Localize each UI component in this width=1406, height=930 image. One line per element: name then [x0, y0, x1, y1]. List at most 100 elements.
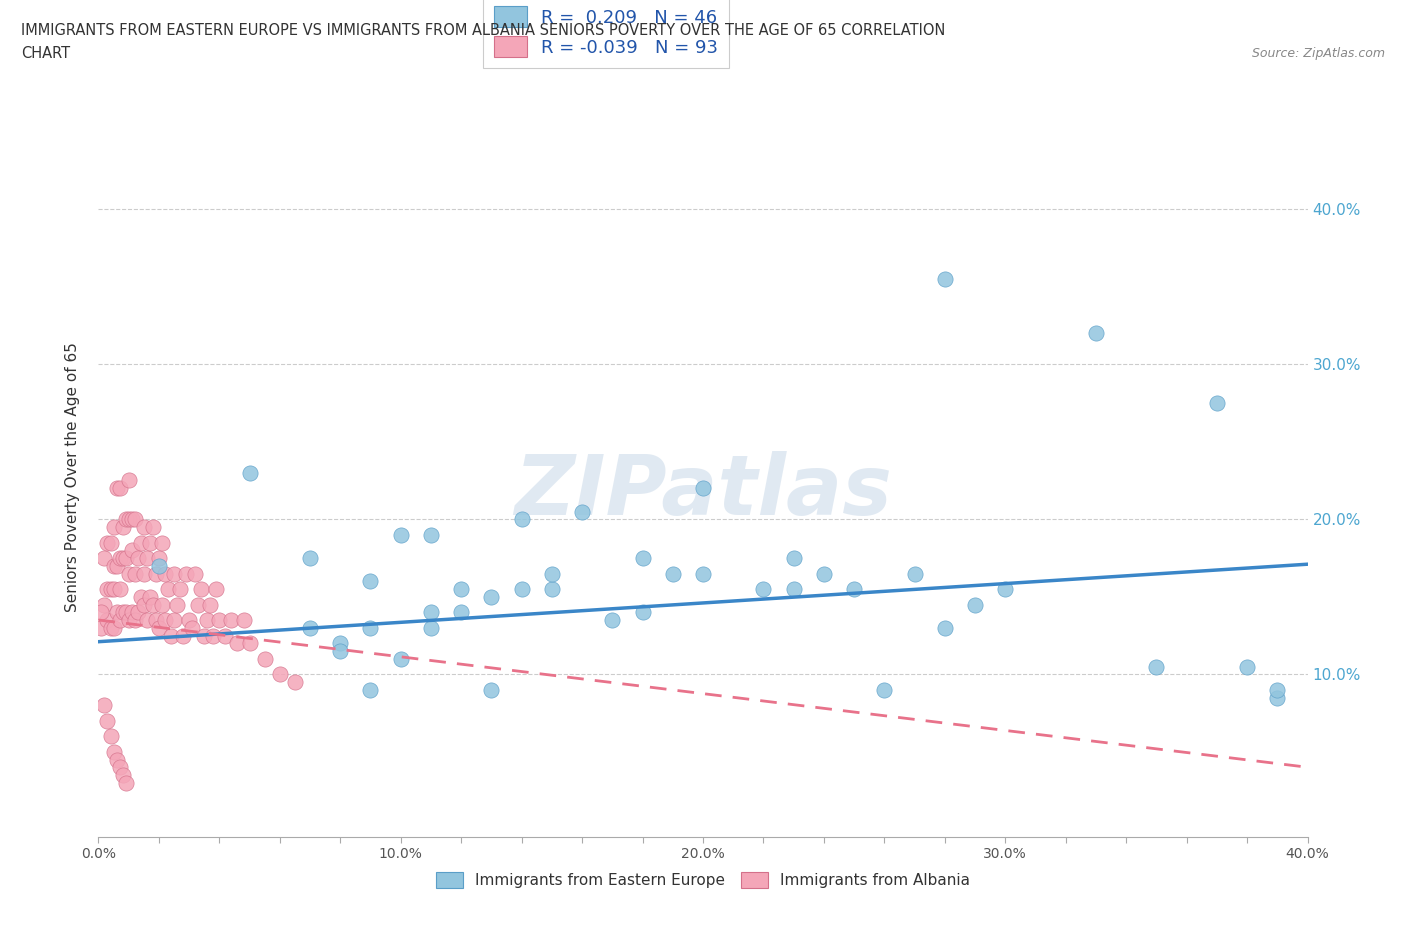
Point [752, 581, 775, 596]
Point [481, 683, 503, 698]
Point [100, 581, 122, 596]
Point [108, 581, 131, 596]
Point [904, 566, 927, 581]
Point [160, 628, 183, 643]
Point [934, 272, 956, 286]
Point [148, 551, 170, 565]
Point [813, 566, 835, 581]
Point [142, 520, 165, 535]
Point [118, 473, 141, 488]
Point [100, 729, 122, 744]
Text: CHART: CHART [21, 46, 70, 61]
Point [844, 581, 866, 596]
Point [631, 604, 654, 619]
Point [166, 597, 188, 612]
Point [661, 566, 683, 581]
Point [1267, 683, 1289, 698]
Point [153, 613, 176, 628]
Point [510, 512, 533, 526]
Point [221, 613, 243, 628]
Point [1144, 659, 1167, 674]
Text: Source: ZipAtlas.com: Source: ZipAtlas.com [1251, 46, 1385, 60]
Point [174, 566, 197, 581]
Point [114, 776, 136, 790]
Point [179, 613, 201, 628]
Point [118, 566, 141, 581]
Point [783, 581, 806, 596]
Point [132, 520, 155, 535]
Point [96, 613, 118, 628]
Point [96, 581, 118, 596]
Point [994, 581, 1017, 596]
Point [692, 481, 714, 496]
Point [239, 636, 262, 651]
Y-axis label: Seniors Poverty Over the Age of 65: Seniors Poverty Over the Age of 65 [65, 341, 80, 612]
Point [139, 535, 162, 550]
Text: ZIPatlas: ZIPatlas [515, 450, 891, 532]
Point [118, 512, 141, 526]
Point [108, 613, 131, 628]
Point [214, 628, 236, 643]
Point [360, 620, 382, 635]
Point [108, 551, 131, 565]
Point [1267, 690, 1289, 705]
Point [108, 760, 131, 775]
Point [93, 597, 115, 612]
Point [450, 604, 472, 619]
Point [329, 644, 352, 658]
Point [200, 597, 222, 612]
Legend: Immigrants from Eastern Europe, Immigrants from Albania: Immigrants from Eastern Europe, Immigran… [429, 866, 977, 895]
Point [420, 604, 443, 619]
Point [103, 558, 125, 573]
Point [540, 581, 562, 596]
Point [132, 566, 155, 581]
Point [100, 620, 122, 635]
Point [156, 581, 179, 596]
Point [103, 520, 125, 535]
Point [96, 535, 118, 550]
Point [253, 651, 276, 666]
Point [148, 620, 170, 635]
Point [873, 683, 896, 698]
Point [1236, 659, 1258, 674]
Point [145, 566, 167, 581]
Point [1206, 395, 1229, 410]
Point [142, 597, 165, 612]
Point [148, 558, 170, 573]
Point [129, 535, 152, 550]
Point [510, 581, 533, 596]
Point [163, 613, 186, 628]
Point [202, 628, 225, 643]
Point [329, 636, 352, 651]
Point [124, 613, 146, 628]
Point [169, 581, 191, 596]
Point [226, 636, 249, 651]
Point [692, 566, 714, 581]
Point [114, 604, 136, 619]
Point [420, 527, 443, 542]
Point [631, 551, 654, 565]
Point [103, 620, 125, 635]
Point [184, 566, 207, 581]
Point [121, 604, 143, 619]
Point [540, 566, 562, 581]
Point [139, 590, 162, 604]
Point [111, 604, 134, 619]
Point [135, 613, 157, 628]
Point [129, 590, 152, 604]
Point [114, 512, 136, 526]
Point [195, 613, 218, 628]
Point [127, 604, 149, 619]
Point [105, 481, 128, 496]
Point [90, 620, 112, 635]
Point [965, 597, 987, 612]
Point [108, 481, 131, 496]
Point [208, 613, 231, 628]
Point [93, 698, 115, 712]
Point [187, 597, 209, 612]
Point [934, 620, 956, 635]
Point [299, 620, 322, 635]
Point [114, 551, 136, 565]
Point [153, 566, 176, 581]
Point [284, 674, 307, 689]
